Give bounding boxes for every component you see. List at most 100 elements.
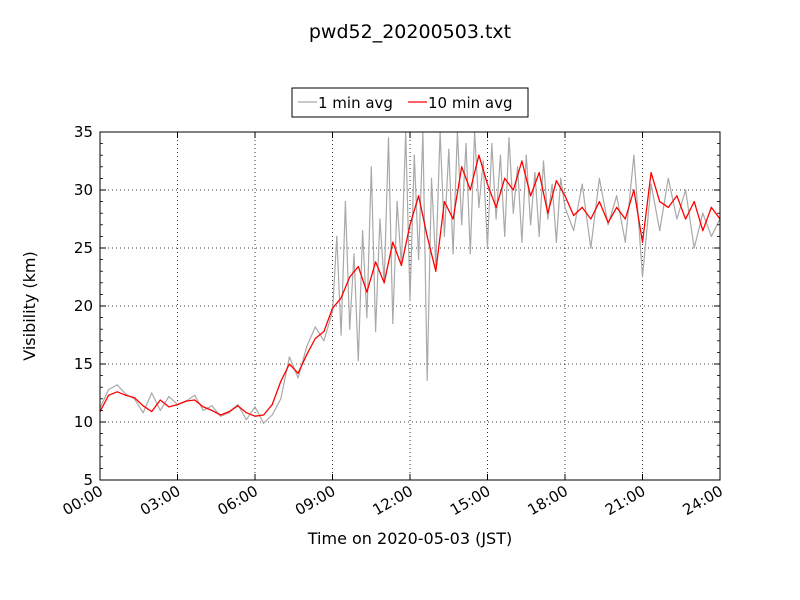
series-0-point: [555, 241, 557, 243]
series-0-point: [443, 235, 446, 237]
series-0-point: [598, 177, 601, 179]
series-1-point: [228, 410, 230, 413]
series-1-point: [676, 195, 678, 197]
series-0-point: [331, 311, 334, 313]
series-0-point: [151, 392, 153, 394]
series-1-point: [495, 206, 497, 208]
series-0-point: [508, 137, 510, 139]
series-1-point: [667, 206, 669, 208]
series-0-point: [353, 253, 355, 255]
series-1-point: [512, 189, 514, 191]
series-0-point: [374, 330, 377, 333]
series-1-point: [633, 189, 635, 191]
series-0-point: [512, 212, 514, 214]
y-tick-label: 15: [74, 355, 93, 373]
series-1-point: [486, 183, 489, 185]
series-0-point: [202, 409, 204, 411]
series-1-point: [331, 307, 334, 309]
series-1-point: [245, 412, 247, 414]
series-1-point: [125, 394, 127, 396]
series-0-point: [430, 177, 433, 179]
series-0-point: [370, 166, 372, 168]
series-0-point: [323, 340, 325, 342]
series-1-point: [616, 206, 618, 208]
series-1-point: [400, 264, 402, 266]
series-0-point: [573, 230, 575, 232]
series-0-point: [521, 241, 523, 243]
series-0-point: [297, 377, 299, 379]
series-1-point: [452, 218, 454, 220]
series-1-point: [202, 406, 204, 408]
series-0-point: [624, 241, 626, 243]
grid-lines: [100, 132, 720, 480]
series-0-point: [396, 201, 398, 203]
series-1-point: [435, 270, 437, 272]
series-0-point: [547, 218, 549, 220]
series-0-point: [349, 328, 351, 330]
series-1-point: [443, 201, 446, 203]
series-1-point: [340, 297, 342, 299]
series-1-point: [263, 414, 265, 416]
series-1-point: [168, 406, 170, 408]
series-0-point: [564, 206, 566, 208]
series-1-point: [185, 400, 187, 402]
series-0-point: [125, 393, 127, 395]
series-1-point: [108, 394, 110, 396]
series-0-point: [461, 224, 463, 226]
series-1-point: [521, 160, 523, 162]
series-1-point: [219, 414, 222, 416]
series-1-point: [710, 206, 712, 208]
series-1-point: [607, 221, 609, 224]
series-0-point: [607, 224, 609, 226]
series-1-point: [159, 399, 161, 401]
series-0-point: [108, 388, 110, 391]
series-0-point: [452, 253, 454, 255]
series-1-point: [581, 206, 583, 208]
series-0-point: [237, 404, 239, 406]
series-0-point: [159, 409, 161, 411]
series-0-point: [280, 398, 282, 400]
series-1-point: [366, 291, 368, 293]
series-1-point: [280, 380, 282, 382]
series-0-point: [271, 414, 273, 416]
y-tick-label: 20: [74, 297, 93, 315]
series-0-point: [529, 224, 532, 226]
y-axis-label: Visibility (km): [20, 251, 39, 360]
series-1-point: [624, 218, 626, 220]
series-1: [100, 154, 720, 417]
series-0-point: [336, 235, 338, 237]
y-tick-label: 30: [74, 181, 93, 199]
series-1-point: [297, 372, 299, 374]
series-0-point: [254, 406, 256, 408]
series-0-point: [263, 422, 265, 424]
series-0-point: [168, 395, 170, 398]
series-0-point: [344, 201, 347, 203]
series-0-point: [486, 247, 489, 249]
series-1-point: [151, 410, 153, 413]
series-1-point: [650, 172, 652, 174]
y-tick-label: 35: [74, 123, 93, 141]
series-0-point: [194, 394, 196, 396]
series-1-point: [469, 189, 471, 191]
series-0-point: [581, 183, 583, 185]
series-1-point: [564, 195, 566, 197]
series-0-point: [525, 154, 527, 156]
series-1-point: [504, 177, 506, 179]
legend-label-10min: 10 min avg: [428, 94, 513, 112]
series-0-point: [387, 137, 390, 139]
series-1-point: [461, 166, 463, 168]
series-1-point: [702, 230, 704, 232]
series-0-point: [641, 276, 644, 278]
x-axis-label: Time on 2020-05-03 (JST): [307, 529, 512, 548]
series-0-point: [116, 384, 118, 386]
series-0-point: [465, 143, 467, 145]
series-1-point: [374, 261, 377, 263]
series-0-point: [616, 195, 618, 197]
series-0-point: [418, 259, 420, 261]
y-tick-label: 25: [74, 239, 93, 257]
series-0-point: [633, 154, 635, 156]
series-0-point: [491, 143, 493, 145]
series-0-point: [469, 253, 471, 255]
series-1-point: [641, 241, 644, 243]
